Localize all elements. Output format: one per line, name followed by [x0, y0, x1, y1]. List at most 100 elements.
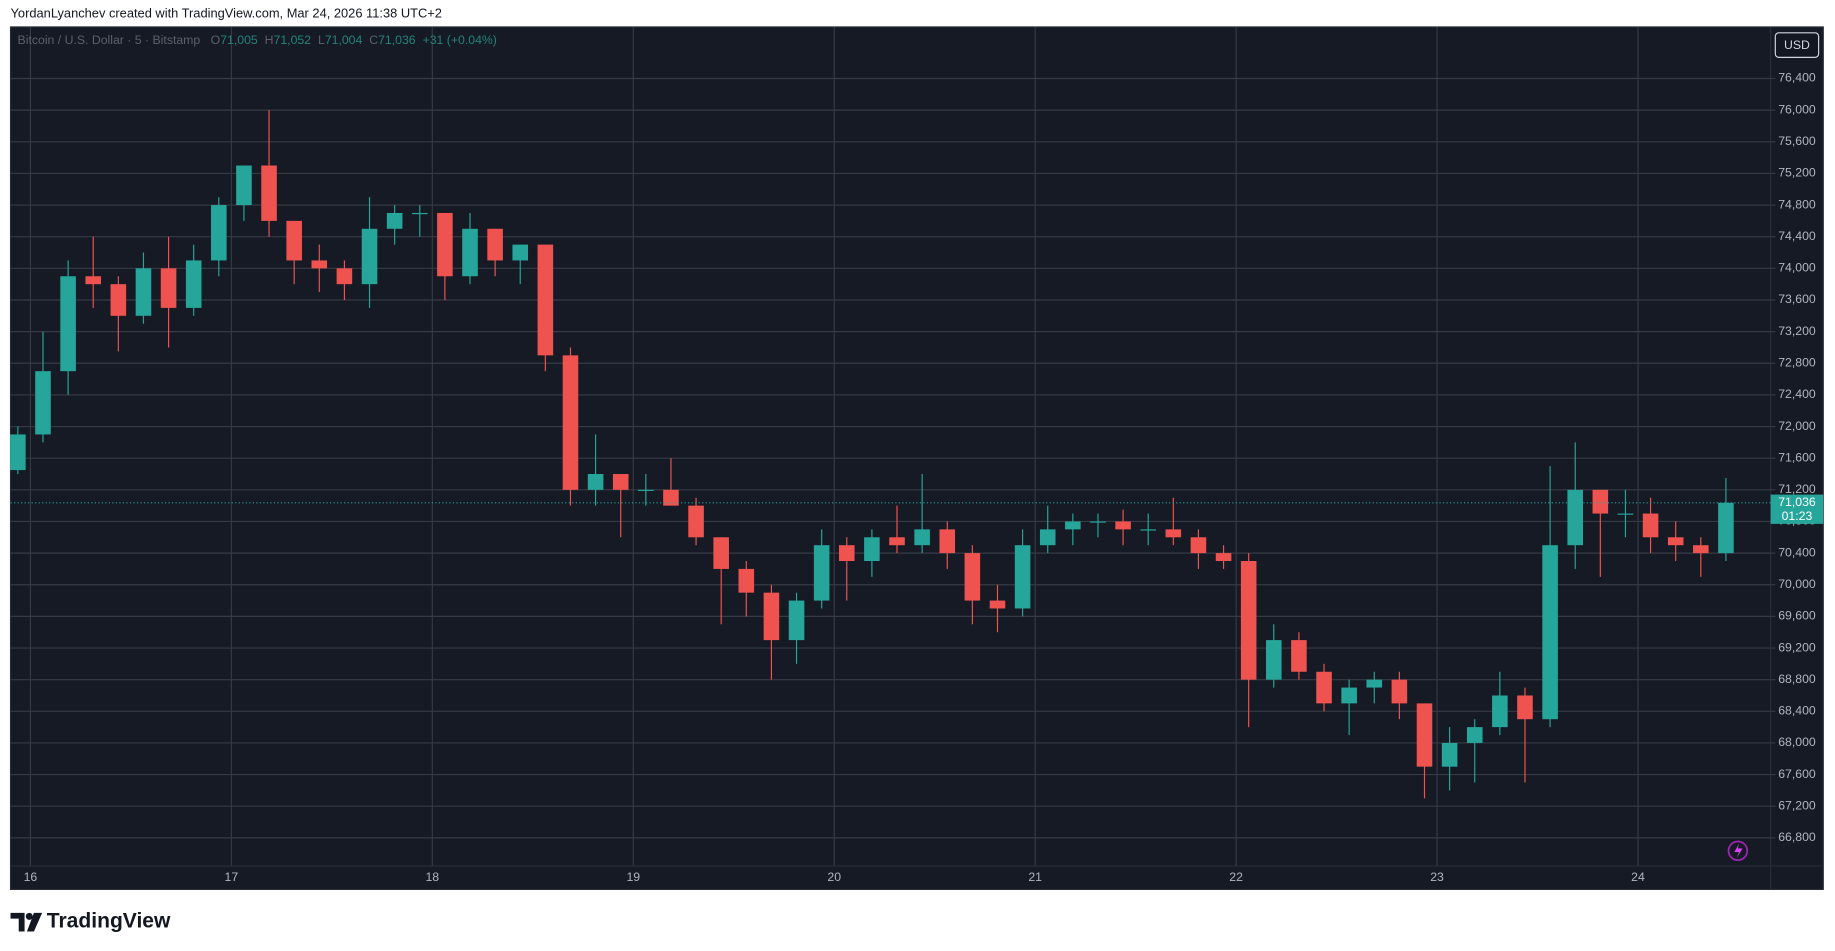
candle-body — [286, 220, 302, 261]
legend-close: 71,036 — [378, 33, 416, 47]
x-tick-label: 16 — [24, 870, 38, 884]
bar-countdown: 01:23 — [1782, 509, 1813, 523]
icon-ring[interactable] — [1727, 840, 1749, 862]
candle-body — [361, 228, 378, 285]
candle-body — [1115, 521, 1131, 530]
candle-body — [688, 505, 704, 538]
y-tick-label: 71,600 — [1778, 450, 1816, 464]
last-price-label: 71,036 — [1778, 495, 1816, 509]
x-tick-label: 22 — [1229, 870, 1243, 884]
candle-body — [1391, 679, 1408, 704]
candle-body — [1014, 545, 1031, 609]
legend-low: 71,004 — [325, 33, 363, 47]
candle-body — [411, 212, 428, 215]
y-tick-label: 66,800 — [1778, 830, 1816, 844]
candle-body — [562, 355, 579, 490]
candle-body — [1642, 513, 1659, 538]
legend-letter: L — [318, 33, 325, 47]
candle-body — [1492, 695, 1508, 728]
candle-body — [211, 205, 227, 261]
candle-body — [60, 276, 76, 372]
candle-body — [1441, 742, 1458, 767]
candle-body — [1291, 640, 1307, 672]
x-tick-label: 20 — [827, 870, 841, 884]
candle-body — [939, 529, 956, 554]
candle-body — [1065, 521, 1081, 530]
y-tick-label: 73,600 — [1778, 292, 1816, 306]
candle-body — [1266, 640, 1282, 680]
candle-body — [35, 371, 51, 435]
x-tick-label: 24 — [1631, 870, 1645, 884]
assistant-icon[interactable] — [1727, 840, 1749, 862]
candle-body — [1542, 545, 1558, 720]
candle-body — [964, 553, 981, 601]
logo-mark — [26, 912, 43, 932]
currency-label[interactable]: USD — [1784, 38, 1810, 52]
y-tick-label: 74,400 — [1778, 229, 1816, 243]
candle-body — [462, 228, 478, 277]
candle-body — [1366, 679, 1383, 688]
x-tick-label: 23 — [1430, 870, 1444, 884]
x-tick-label: 19 — [626, 870, 640, 884]
logo-mark — [10, 912, 25, 932]
legend-letter: C — [369, 33, 378, 47]
candle-body — [864, 537, 880, 562]
candle-body — [788, 600, 805, 641]
candle-body — [1693, 545, 1709, 554]
candle-body — [336, 268, 353, 285]
candle-body — [10, 434, 26, 471]
legend-letter: O — [211, 33, 221, 47]
y-tick-label: 71,200 — [1778, 482, 1816, 496]
candle-body — [537, 244, 554, 356]
candle-body — [763, 592, 780, 641]
candle-body — [738, 568, 755, 593]
overlay: 66,800 67,200 67,600 68,000 68,400 68,800 69,2… — [10, 71, 1824, 884]
logo-mark — [25, 912, 33, 920]
y-tick-label: 73,200 — [1778, 324, 1816, 338]
candle-body — [587, 474, 604, 490]
candle-body — [311, 260, 328, 269]
candle-body — [85, 276, 102, 285]
candle-body — [1341, 687, 1357, 704]
last-price-box — [1770, 494, 1824, 524]
candle-body — [1240, 561, 1257, 680]
y-tick-label: 67,600 — [1778, 767, 1816, 781]
candle-body — [1718, 502, 1734, 554]
y-tick-label: 72,400 — [1778, 387, 1816, 401]
y-tick-label: 68,800 — [1778, 672, 1816, 686]
y-tick-label: 72,000 — [1778, 419, 1816, 433]
candle-body — [437, 212, 453, 277]
credit: YordanLyanchev created with TradingView.… — [11, 5, 442, 20]
candle-body — [889, 537, 905, 546]
candle-body — [1140, 529, 1156, 531]
y-tick-label: 67,200 — [1778, 798, 1816, 812]
candle-body — [663, 489, 679, 506]
candle-body — [813, 545, 830, 601]
candle-body — [1090, 521, 1106, 523]
y-tick-label: 74,800 — [1778, 197, 1816, 211]
candle-body — [612, 474, 629, 490]
candles — [10, 110, 1734, 799]
brand-name: TradingView — [47, 910, 171, 933]
x-tick-label: 18 — [425, 870, 439, 884]
candle-body — [386, 212, 403, 229]
legend-change: +31 (+0.04%) — [423, 33, 497, 47]
candle-body — [1617, 513, 1634, 515]
icon-bolt[interactable] — [1734, 843, 1743, 858]
y-tick-label: 70,000 — [1778, 577, 1816, 591]
currency-button[interactable] — [1774, 32, 1820, 58]
candle-body — [1165, 529, 1182, 538]
brand-logo: TradingView — [10, 910, 171, 933]
candle-body — [1592, 489, 1609, 514]
legend-open: 71,005 — [220, 33, 258, 47]
y-tick-label: 72,800 — [1778, 356, 1816, 370]
candle-body — [185, 260, 202, 308]
y-tick-label: 69,600 — [1778, 609, 1816, 623]
candle-body — [1667, 537, 1684, 546]
candle-body — [1416, 703, 1433, 767]
y-tick-label: 69,200 — [1778, 640, 1816, 654]
candle-body — [1466, 727, 1483, 743]
x-tick-label: 17 — [225, 870, 239, 884]
